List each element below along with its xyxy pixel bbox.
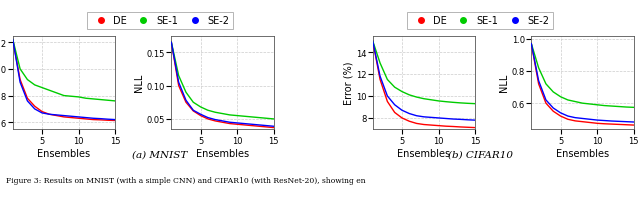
Y-axis label: NLL: NLL — [499, 74, 509, 92]
Y-axis label: Error (%): Error (%) — [343, 61, 353, 104]
Text: Figure 3: Results on MNIST (with a simple CNN) and CIFAR10 (with ResNet-20), sho: Figure 3: Results on MNIST (with a simpl… — [6, 176, 366, 184]
X-axis label: Ensembles: Ensembles — [37, 148, 90, 158]
Y-axis label: NLL: NLL — [134, 74, 144, 92]
X-axis label: Ensembles: Ensembles — [556, 148, 609, 158]
Text: (a) MNIST: (a) MNIST — [132, 149, 188, 158]
X-axis label: Ensembles: Ensembles — [196, 148, 249, 158]
Legend: DE, SE-1, SE-2: DE, SE-1, SE-2 — [88, 13, 232, 30]
Legend: DE, SE-1, SE-2: DE, SE-1, SE-2 — [408, 13, 552, 30]
Text: (b) CIFAR10: (b) CIFAR10 — [447, 149, 513, 158]
X-axis label: Ensembles: Ensembles — [397, 148, 451, 158]
